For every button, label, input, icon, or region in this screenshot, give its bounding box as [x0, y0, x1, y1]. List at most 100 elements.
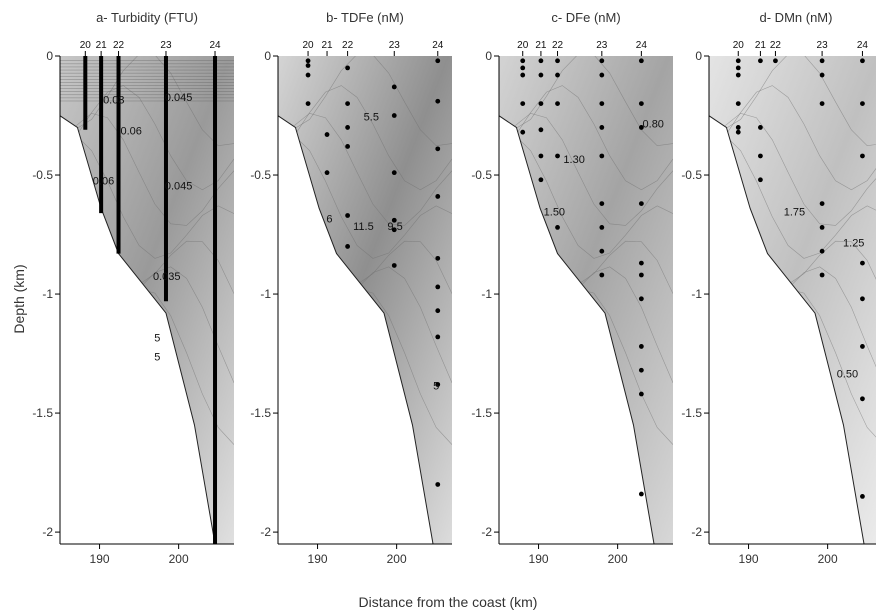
- seafloor-line: [499, 115, 655, 544]
- sample-point: [819, 58, 825, 64]
- contour-label: 9.5: [387, 221, 402, 233]
- seafloor-area: [499, 115, 655, 544]
- sample-point: [520, 129, 526, 135]
- contour-label: 0.50: [837, 368, 858, 380]
- sample-point: [391, 113, 397, 118]
- contour-label: 5: [154, 333, 160, 345]
- sample-point: [391, 217, 397, 223]
- x-tick-label: 200: [169, 552, 189, 566]
- water-column-field: [60, 56, 234, 544]
- x-tick-label: 190: [529, 552, 549, 566]
- station-label: 23: [160, 40, 172, 51]
- sample-point: [538, 153, 544, 159]
- contour-label: 0.80: [643, 118, 664, 130]
- y-tick-label: 0: [264, 49, 271, 63]
- plot-area: 0.80 1.30 1.50: [499, 56, 673, 544]
- sample-point: [860, 493, 865, 499]
- contour-label: 5.5: [364, 111, 379, 123]
- y-tick-label: 0: [695, 49, 702, 63]
- sample-point: [860, 296, 865, 302]
- sample-point: [599, 72, 605, 78]
- y-tick-label: -2: [260, 525, 271, 539]
- sample-point: [555, 153, 560, 159]
- station-label: 20: [302, 40, 314, 51]
- seafloor-line: [709, 115, 865, 544]
- sample-point: [324, 170, 330, 176]
- y-tick-label: -2: [481, 525, 492, 539]
- sample-point: [538, 72, 544, 78]
- seafloor-area: [60, 115, 216, 544]
- sample-point: [860, 260, 865, 266]
- contour-label: 1.75: [784, 206, 805, 218]
- sample-point: [599, 58, 605, 64]
- sample-point: [638, 58, 644, 64]
- sample-point: [345, 101, 350, 107]
- y-tick-label: -1.5: [32, 406, 53, 420]
- sample-point: [435, 194, 441, 199]
- sample-point: [735, 129, 741, 135]
- station-label: 23: [596, 40, 608, 51]
- sample-point: [435, 284, 441, 290]
- sample-point: [538, 101, 544, 107]
- x-tick-label: 200: [387, 552, 407, 566]
- sample-point: [555, 58, 560, 64]
- sample-point: [599, 125, 605, 130]
- plot-area: 1.75 1.25 0.50: [709, 56, 876, 544]
- station-label: 20: [733, 40, 745, 51]
- panel-2: 0.80 1.30 1.50 0 -0.5 -1 -1.5 -2 190 200 20 21 22 23 2…: [471, 10, 673, 566]
- contour-label: 0.06: [93, 176, 114, 188]
- sample-point: [638, 491, 644, 497]
- sample-point: [860, 153, 865, 159]
- x-tick-label: 190: [90, 552, 110, 566]
- sample-point: [435, 382, 441, 387]
- plot-area: 0.03 0.045 0.06 0.06 0.045 0.035 5 5: [60, 56, 234, 544]
- y-tick-label: -1: [42, 287, 53, 301]
- y-tick-label: -0.5: [250, 168, 271, 182]
- contour-label: 0.03: [103, 95, 124, 107]
- sample-point: [860, 101, 865, 107]
- seafloor-area: [278, 115, 434, 544]
- sample-point: [435, 255, 441, 261]
- figure-x-axis-label: Distance from the coast (km): [359, 594, 538, 610]
- contour-label: 0.06: [120, 126, 141, 138]
- sample-point: [435, 482, 441, 487]
- panel-title: a- Turbidity (FTU): [96, 10, 198, 25]
- y-tick-label: -2: [42, 525, 53, 539]
- sample-point: [758, 177, 763, 183]
- station-label: 22: [552, 40, 564, 51]
- station-label: 23: [389, 40, 401, 51]
- x-tick-label: 190: [739, 552, 759, 566]
- sample-point: [345, 244, 350, 249]
- sample-point: [599, 248, 605, 254]
- seafloor-line: [278, 115, 434, 544]
- sample-point: [555, 72, 560, 78]
- sample-point: [638, 391, 644, 397]
- sample-point: [435, 308, 441, 314]
- sample-point: [305, 72, 311, 78]
- sample-point: [345, 65, 350, 71]
- sample-point: [758, 153, 763, 159]
- sample-point: [538, 177, 544, 183]
- sample-point: [435, 58, 441, 64]
- station-label: 21: [535, 40, 547, 51]
- sample-point: [599, 101, 605, 107]
- y-tick-label: -1: [691, 287, 702, 301]
- panel-title: c- DFe (nM): [551, 10, 620, 25]
- sample-point: [819, 201, 825, 206]
- contour-label: 0.035: [153, 271, 181, 283]
- sample-point: [345, 213, 350, 218]
- panel-title: d- DMn (nM): [760, 10, 833, 25]
- sample-point: [638, 101, 644, 107]
- sample-point: [538, 127, 544, 133]
- sample-point: [324, 132, 330, 137]
- sample-point: [599, 224, 605, 230]
- sample-point: [391, 170, 397, 176]
- station-label: 22: [342, 40, 354, 51]
- sample-point: [538, 58, 544, 64]
- sample-point: [305, 58, 311, 64]
- y-tick-label: -1.5: [471, 406, 492, 420]
- sample-point: [520, 72, 526, 78]
- sample-point: [555, 101, 560, 107]
- plot-area: 5.5 6 11.5 9.5 5: [278, 56, 452, 544]
